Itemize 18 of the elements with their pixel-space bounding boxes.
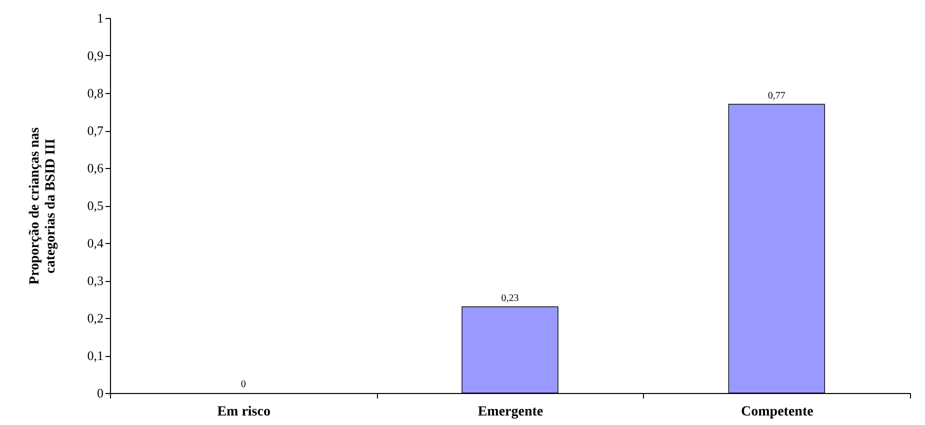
y-tick-label: 0,1 bbox=[87, 348, 104, 363]
y-tick-label: 1 bbox=[97, 10, 104, 26]
data-label: 0,23 bbox=[501, 292, 519, 304]
y-tick-label: 0,6 bbox=[87, 160, 104, 176]
y-tick-label: 0,3 bbox=[87, 273, 104, 288]
y-tick-label: 0 bbox=[97, 386, 104, 400]
x-tick-label: Emergente bbox=[478, 404, 544, 420]
data-label: 0,77 bbox=[768, 90, 786, 102]
y-tick-label: 0,8 bbox=[87, 86, 104, 100]
y-tick-label: 0,9 bbox=[87, 48, 104, 63]
y-axis-title: Proporção de crianças nas categorias da BSID III bbox=[27, 126, 58, 285]
y-tick-label: 0,7 bbox=[87, 123, 104, 138]
x-tick-label: Em risco bbox=[217, 404, 270, 420]
y-tick-label: 0,2 bbox=[87, 310, 104, 326]
y-tick-label: 0,5 bbox=[87, 198, 104, 213]
data-label: 0 bbox=[240, 379, 246, 390]
y-tick-label: 0,4 bbox=[87, 236, 104, 250]
x-tick-label: Competente bbox=[741, 404, 814, 420]
